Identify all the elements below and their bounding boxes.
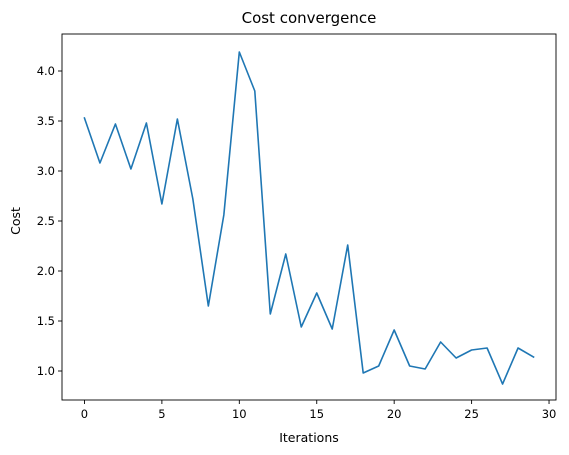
- x-tick-label: 20: [387, 407, 402, 421]
- x-tick-label: 10: [232, 407, 247, 421]
- y-tick-label: 2.5: [37, 214, 55, 228]
- y-tick-label: 3.0: [37, 164, 55, 178]
- y-tick-label: 4.0: [37, 64, 55, 78]
- x-axis-label: Iterations: [279, 430, 339, 445]
- x-tick-label: 30: [542, 407, 557, 421]
- y-tick-label: 2.0: [37, 264, 55, 278]
- chart-title: Cost convergence: [242, 9, 377, 27]
- x-tick-label: 5: [158, 407, 165, 421]
- y-axis-label: Cost: [8, 207, 23, 235]
- y-tick-label: 3.5: [37, 114, 55, 128]
- x-tick-label: 0: [81, 407, 88, 421]
- series-line-1: [83, 51, 535, 385]
- axes-frame: [61, 33, 557, 401]
- plot-area: 0 5 10 15 20 25 30 1.0 1.5 2.0 2.5 3.0 3.5 4.0: [37, 33, 557, 421]
- x-tick-label: 15: [309, 407, 324, 421]
- y-tick-label: 1.5: [37, 314, 55, 328]
- y-tick-label: 1.0: [37, 364, 55, 378]
- x-tick-label: 25: [464, 407, 479, 421]
